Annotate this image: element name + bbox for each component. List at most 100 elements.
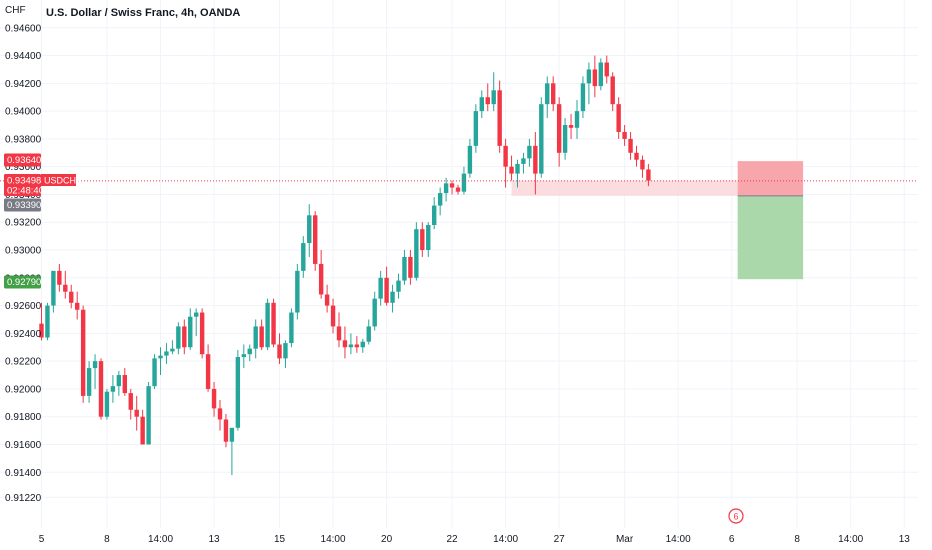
candle-body bbox=[104, 391, 110, 417]
candle-body bbox=[360, 341, 365, 348]
price-tick-label: 0.92400 bbox=[5, 329, 42, 340]
price-tick-label: 0.94400 bbox=[5, 51, 42, 62]
candle-body bbox=[640, 159, 645, 170]
candle-body bbox=[98, 361, 104, 417]
candle-body bbox=[188, 316, 193, 348]
candle-body bbox=[372, 298, 377, 327]
candle-body bbox=[432, 205, 437, 226]
time-tick-label: 22 bbox=[446, 534, 458, 545]
candle-body bbox=[497, 90, 502, 146]
candle-body bbox=[509, 166, 514, 174]
lightning-icon[interactable] bbox=[728, 508, 744, 524]
time-tick-label: 14:00 bbox=[148, 534, 173, 545]
candle-body bbox=[336, 326, 342, 341]
time-tick-label: 5 bbox=[39, 534, 45, 545]
entry-price-badge-bg bbox=[4, 198, 41, 212]
candle-body bbox=[259, 326, 264, 348]
candles bbox=[39, 55, 651, 476]
current-price-badge-text: 0.93498 bbox=[7, 176, 41, 187]
candle-body bbox=[110, 386, 116, 392]
candle-body bbox=[562, 125, 568, 153]
candle-body bbox=[479, 97, 484, 112]
candle-body bbox=[491, 90, 496, 105]
candle-body bbox=[598, 62, 603, 87]
target-price-badge-bg bbox=[4, 275, 41, 289]
time-axis[interactable]: 5 8 14:00 13 15 14:00 20 22 14:00 27 Mar 14:00 6 8 14:… bbox=[39, 534, 911, 545]
candle-body bbox=[467, 145, 473, 174]
candle-body bbox=[318, 263, 324, 295]
candle-body bbox=[313, 215, 318, 264]
take-profit-zone[interactable] bbox=[737, 195, 804, 280]
price-tick-label: 0.92000 bbox=[5, 384, 42, 395]
candle-body bbox=[211, 388, 217, 409]
target-price-badge: 0.92790 bbox=[4, 275, 41, 289]
currency-label: CHF bbox=[5, 5, 26, 16]
candle-body bbox=[295, 270, 300, 313]
entry-zone[interactable] bbox=[511, 180, 738, 196]
entry-price-badge: 0.93390 bbox=[4, 198, 41, 212]
price-tick-label: 0.92600 bbox=[5, 301, 42, 312]
target-price-badge-text: 0.92790 bbox=[7, 277, 41, 288]
candle-body bbox=[265, 302, 270, 348]
candle-body bbox=[384, 277, 389, 303]
candle-body bbox=[402, 256, 407, 281]
candle-body bbox=[455, 187, 461, 192]
candle-body bbox=[241, 354, 246, 357]
candle-body bbox=[63, 284, 68, 292]
candle-body bbox=[271, 302, 276, 345]
event-marker[interactable]: 6 bbox=[728, 508, 744, 524]
candle-body bbox=[521, 158, 526, 164]
price-tick-label: 0.93200 bbox=[5, 218, 42, 229]
candle-body bbox=[354, 344, 360, 348]
chart-title: U.S. Dollar / Swiss Franc, 4h, OANDA bbox=[46, 7, 240, 19]
candle-body bbox=[646, 169, 651, 181]
symbol-tag bbox=[41, 174, 76, 186]
candle-body bbox=[146, 386, 151, 445]
candle-body bbox=[182, 326, 187, 348]
candle-body bbox=[176, 326, 181, 349]
candle-body bbox=[223, 419, 229, 442]
candle-body bbox=[622, 131, 627, 139]
candle-body bbox=[420, 229, 425, 251]
candle-body bbox=[253, 326, 258, 349]
candle-body bbox=[289, 312, 294, 344]
candle-body bbox=[235, 356, 241, 428]
stop-price-badge-text: 0.93640 bbox=[7, 155, 41, 166]
candle-body bbox=[247, 348, 252, 355]
candle-body bbox=[217, 408, 223, 420]
price-tick-label: 0.94000 bbox=[5, 107, 42, 118]
candle-body bbox=[164, 351, 169, 356]
candle-body bbox=[170, 348, 175, 352]
candle-body bbox=[86, 368, 92, 396]
candle-body bbox=[390, 291, 395, 303]
candle-body bbox=[75, 302, 80, 310]
candle-body bbox=[634, 152, 639, 160]
candle-body bbox=[539, 104, 544, 174]
candle-body bbox=[69, 291, 74, 303]
price-tick-label: 0.91400 bbox=[5, 468, 42, 479]
candle-body bbox=[426, 225, 431, 251]
candle-body bbox=[122, 375, 127, 394]
candle-body bbox=[134, 409, 139, 417]
candle-body bbox=[449, 183, 455, 188]
candle-body bbox=[348, 344, 354, 348]
candle-body bbox=[80, 309, 86, 396]
candle-body bbox=[229, 427, 235, 442]
grid bbox=[0, 0, 918, 528]
price-tick-label: 0.93800 bbox=[5, 134, 42, 145]
candle-body bbox=[408, 256, 413, 278]
candle-body bbox=[283, 343, 288, 359]
candle-body bbox=[580, 83, 586, 112]
position-zones[interactable] bbox=[511, 161, 804, 280]
candle-body bbox=[342, 340, 348, 348]
price-tick-label: 0.91220 bbox=[5, 493, 42, 504]
current-price-badge-bg bbox=[4, 174, 41, 196]
price-tick-label: 0.91600 bbox=[5, 440, 42, 451]
stop-loss-zone[interactable] bbox=[737, 161, 804, 196]
price-tick-label: 0.92200 bbox=[5, 357, 42, 368]
price-tick-label: 0.93000 bbox=[5, 246, 42, 257]
candle-body bbox=[556, 104, 562, 153]
candle-body bbox=[527, 145, 532, 159]
